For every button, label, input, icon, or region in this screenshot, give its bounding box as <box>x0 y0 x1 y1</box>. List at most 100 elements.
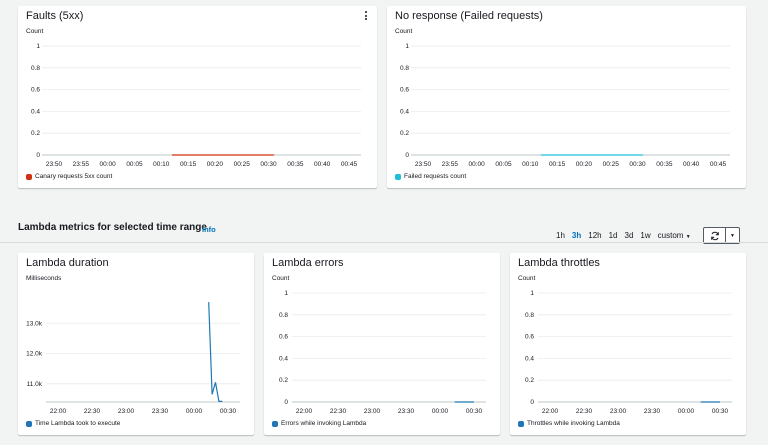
chart-legend[interactable]: Time Lambda took to execute <box>26 420 120 427</box>
x-tick-label: 00:35 <box>287 161 304 168</box>
x-tick-label: 00:40 <box>314 161 331 168</box>
x-tick-label: 23:55 <box>73 161 90 168</box>
x-tick-label: 22:30 <box>330 408 347 415</box>
y-tick-label: 1 <box>405 43 409 50</box>
x-tick-label: 22:00 <box>50 408 67 415</box>
legend-swatch <box>518 420 524 427</box>
y-axis-unit: Count <box>26 28 44 35</box>
x-tick-label: 23:00 <box>364 408 381 415</box>
x-tick-label: 00:25 <box>234 161 251 168</box>
x-tick-label: 00:20 <box>207 161 224 168</box>
lambda-duration-panel: Lambda duration Milliseconds 13.0k 12.0k 1… <box>18 253 254 435</box>
x-tick-label: 00:00 <box>678 408 695 415</box>
y-axis-unit: Count <box>395 28 413 35</box>
lambda-throttles-chart: 1 0.8 0.6 0.4 0.2 0 22:00 22:30 23:00 23:30 00:00 0… <box>525 290 732 415</box>
panel-title: Lambda duration <box>26 257 109 269</box>
y-tick-label: 0.4 <box>31 108 40 115</box>
chart-legend[interactable]: Errors while invoking Lambda <box>272 420 366 427</box>
kebab-menu-icon[interactable] <box>363 11 369 22</box>
chart-legend[interactable]: Canary requests 5xx count <box>26 173 112 180</box>
x-tick-label: 00:40 <box>683 161 700 168</box>
x-tick-label: 00:30 <box>260 161 277 168</box>
x-tick-label: 00:30 <box>629 161 646 168</box>
y-tick-label: 1 <box>530 290 534 297</box>
chart-legend[interactable]: Throttles while invoking Lambda <box>518 420 620 427</box>
no-response-panel: No response (Failed requests) Count 1 0.8… <box>387 6 746 188</box>
y-tick-label: 0 <box>530 399 534 406</box>
series-line <box>208 302 223 402</box>
y-axis-unit: Milliseconds <box>26 275 62 282</box>
x-tick-label: 23:30 <box>644 408 661 415</box>
range-custom[interactable]: custom ▼ <box>658 231 691 240</box>
y-tick-label: 0.2 <box>525 377 534 384</box>
lambda-errors-panel: Lambda errors Count 1 0.8 0.6 0.4 0.2 0 22:00 2… <box>264 253 500 435</box>
y-tick-label: 0.8 <box>400 65 409 72</box>
lambda-duration-chart: 13.0k 12.0k 11.0k 22:00 22:30 23:00 23:30 00:00… <box>26 302 240 415</box>
y-axis-unit: Count <box>518 275 536 282</box>
y-tick-label: 0.8 <box>31 65 40 72</box>
y-tick-label: 0.6 <box>31 87 40 94</box>
refresh-button[interactable] <box>703 227 726 244</box>
y-tick-label: 0.2 <box>279 377 288 384</box>
x-tick-label: 22:30 <box>84 408 101 415</box>
caret-down-icon: ▼ <box>685 234 691 240</box>
legend-swatch <box>395 173 401 180</box>
x-tick-label: 00:10 <box>522 161 539 168</box>
legend-swatch <box>26 173 32 180</box>
x-tick-label: 00:00 <box>186 408 203 415</box>
panel-title: Faults (5xx) <box>26 10 84 22</box>
legend-swatch <box>26 420 32 427</box>
y-tick-label: 0 <box>405 152 409 159</box>
x-tick-label: 00:00 <box>468 161 485 168</box>
y-tick-label: 0.2 <box>31 130 40 137</box>
legend-label: Time Lambda took to execute <box>35 420 121 427</box>
range-custom-label: custom <box>657 231 684 240</box>
y-tick-label: 0.8 <box>525 312 534 319</box>
x-tick-label: 00:00 <box>432 408 449 415</box>
info-link[interactable]: Info <box>202 225 216 234</box>
section-title: Lambda metrics for selected time range <box>18 222 207 233</box>
y-tick-label: 0.6 <box>400 87 409 94</box>
y-tick-label: 0.4 <box>279 355 288 362</box>
x-tick-label: 00:25 <box>603 161 620 168</box>
x-tick-label: 00:15 <box>549 161 566 168</box>
y-tick-label: 13.0k <box>26 320 43 327</box>
lambda-errors-chart: 1 0.8 0.6 0.4 0.2 0 22:00 22:30 23:00 23:30 00:00 0… <box>279 290 486 415</box>
chart-legend[interactable]: Failed requests count <box>395 173 466 180</box>
range-12h[interactable]: 12h <box>588 231 602 240</box>
x-tick-label: 22:00 <box>542 408 559 415</box>
x-tick-label: 00:30 <box>712 408 729 415</box>
refresh-icon <box>710 231 719 240</box>
x-tick-label: 22:00 <box>296 408 313 415</box>
x-tick-label: 23:30 <box>398 408 415 415</box>
x-tick-label: 00:05 <box>126 161 143 168</box>
range-1h[interactable]: 1h <box>556 231 565 240</box>
range-1w[interactable]: 1w <box>640 231 651 240</box>
x-tick-label: 23:50 <box>46 161 63 168</box>
range-1d[interactable]: 1d <box>608 231 618 240</box>
refresh-dropdown-button[interactable]: ▼ <box>726 227 740 244</box>
lambda-throttles-panel: Lambda throttles Count 1 0.8 0.6 0.4 0.2 0 22:… <box>510 253 746 435</box>
y-tick-label: 0.4 <box>525 355 534 362</box>
x-tick-label: 23:00 <box>118 408 135 415</box>
faults-chart: 1 0.8 0.6 0.4 0.2 0 23:50 23:55 00:00 00:05 00:10 0… <box>31 43 361 168</box>
x-tick-label: 00:45 <box>341 161 358 168</box>
x-tick-label: 00:30 <box>220 408 237 415</box>
time-range-selector: 1h 3h 12h 1d 3d 1w custom ▼ <box>556 231 691 240</box>
caret-down-icon: ▼ <box>730 232 735 239</box>
y-tick-label: 12.0k <box>26 351 43 358</box>
x-tick-label: 00:30 <box>466 408 483 415</box>
legend-label: Throttles while invoking Lambda <box>527 420 620 427</box>
y-tick-label: 1 <box>36 43 40 50</box>
panel-title: Lambda throttles <box>518 257 600 269</box>
x-tick-label: 00:45 <box>710 161 727 168</box>
range-3h[interactable]: 3h <box>571 231 582 240</box>
x-tick-label: 00:05 <box>495 161 512 168</box>
legend-label: Failed requests count <box>404 173 467 180</box>
x-tick-label: 23:30 <box>152 408 169 415</box>
y-tick-label: 0.6 <box>525 334 534 341</box>
legend-swatch <box>272 420 278 427</box>
faults-panel: Faults (5xx) Count 1 0.8 0.6 0.4 0.2 0 23:50 23… <box>18 6 377 188</box>
x-tick-label: 00:35 <box>656 161 673 168</box>
range-3d[interactable]: 3d <box>624 231 634 240</box>
